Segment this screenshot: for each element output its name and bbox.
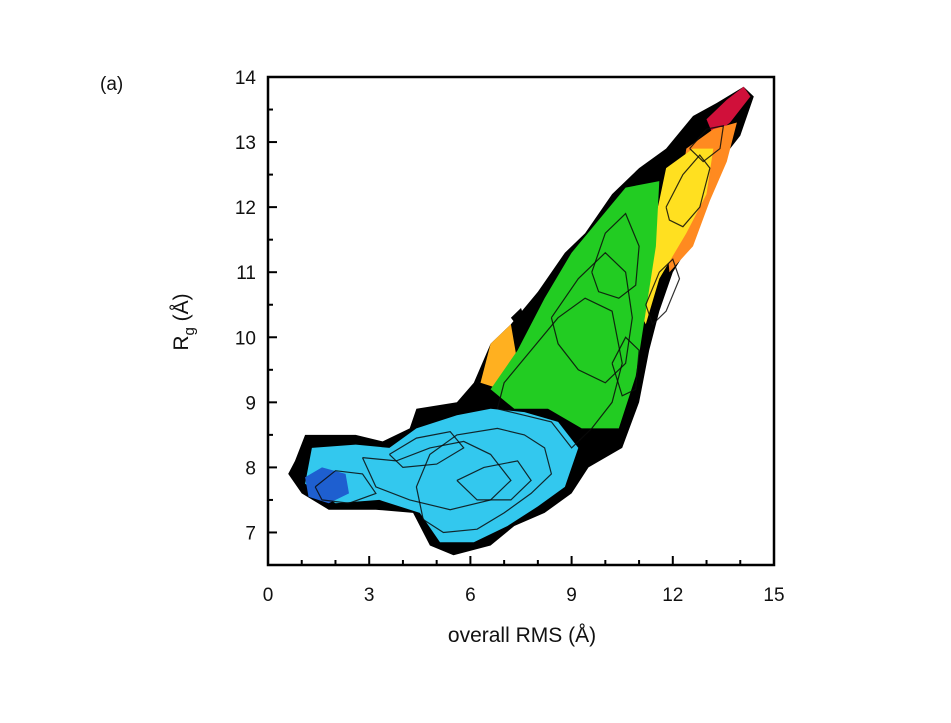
color-zone-green: [490, 181, 660, 429]
x-tick-label: 15: [763, 585, 784, 606]
contour-line: [361, 440, 512, 511]
contour-line: [314, 470, 377, 504]
y-tick-label: 8: [245, 458, 256, 479]
x-tick-label: 3: [364, 585, 375, 606]
contour-line: [415, 427, 553, 534]
contour-line: [456, 460, 532, 501]
y-tick-label: 11: [236, 263, 256, 284]
stray-island: [510, 308, 525, 325]
x-tick-label: 6: [465, 585, 476, 606]
x-axis: 0 3 6 9 12 15: [263, 556, 785, 606]
x-tick-label: 12: [662, 585, 683, 606]
color-zone-high: [706, 86, 751, 136]
contour-line: [496, 297, 623, 449]
y-axis-title-rest: (Å): [170, 293, 193, 327]
y-tick-label: 12: [235, 198, 256, 219]
y-axis-title-subscript: g: [181, 327, 198, 335]
color-zone-cyan: [305, 408, 579, 543]
contour-line: [689, 125, 725, 163]
contour-line: [611, 336, 640, 397]
x-axis-title: overall RMS (Å): [448, 624, 596, 647]
y-axis: 7 8 9 10 11 12 13 14: [235, 68, 277, 566]
panel-label: (a): [100, 74, 123, 95]
y-tick-label: 7: [245, 523, 256, 544]
y-tick-label: 14: [235, 68, 257, 89]
contour-line: [645, 258, 681, 326]
contour-line: [388, 430, 465, 469]
plot-area: [288, 86, 754, 556]
color-zone-low: [305, 467, 349, 504]
contour-line: [665, 154, 711, 228]
plot-frame: [266, 75, 776, 567]
color-zone-yellow: [635, 148, 714, 325]
x-tick-label: 0: [263, 585, 274, 606]
x-tick-label: 9: [566, 585, 577, 606]
y-axis-title: Rg (Å): [170, 293, 198, 350]
contour-line: [591, 212, 640, 299]
y-tick-label: 13: [235, 133, 256, 154]
y-tick-label: 9: [245, 393, 256, 414]
y-axis-title-main: R: [170, 336, 193, 351]
y-tick-label: 10: [235, 328, 256, 349]
